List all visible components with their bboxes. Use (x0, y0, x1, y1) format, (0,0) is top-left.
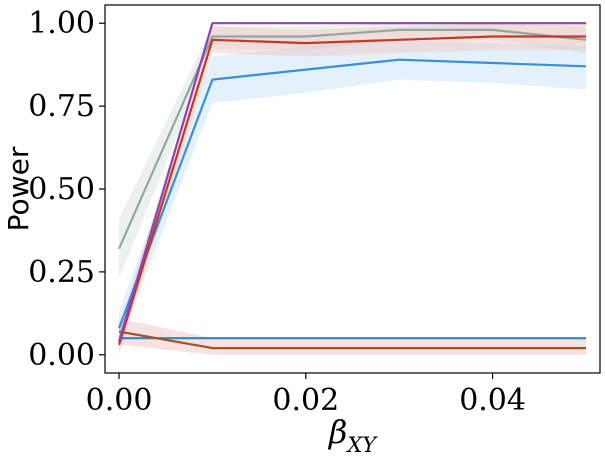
y-tick-label: 1.00 (28, 6, 95, 41)
series-line-2 (118, 330, 586, 350)
confidence-bands (119, 23, 586, 355)
confidence-band-4 (119, 39, 586, 345)
series-line-3 (117, 28, 587, 250)
y-tick-label: 0.25 (28, 255, 95, 290)
y-tick-label: 0.50 (28, 172, 95, 207)
x-tick-label: 0.04 (459, 383, 526, 418)
y-axis-label: Power (2, 146, 35, 231)
axis-ticks: 0.00 0.02 0.04 0.00 0.25 0.50 0.75 1.00 (28, 6, 526, 418)
y-tick-label: 0.00 (28, 338, 95, 373)
x-axis-label: βXY (328, 413, 378, 453)
y-tick-label: 0.75 (28, 89, 95, 124)
series-lines (117, 22, 587, 350)
x-tick-label: 0.00 (86, 383, 153, 418)
plot-frame (104, 4, 601, 374)
series-line-4 (117, 58, 587, 329)
x-axis-label-subscript: XY (345, 433, 378, 453)
confidence-band-2 (119, 318, 586, 355)
x-tick-label: 0.02 (272, 383, 339, 418)
series-line-6 (117, 22, 586, 342)
series-line-5 (117, 35, 586, 346)
x-axis-label-main: β (328, 413, 348, 451)
